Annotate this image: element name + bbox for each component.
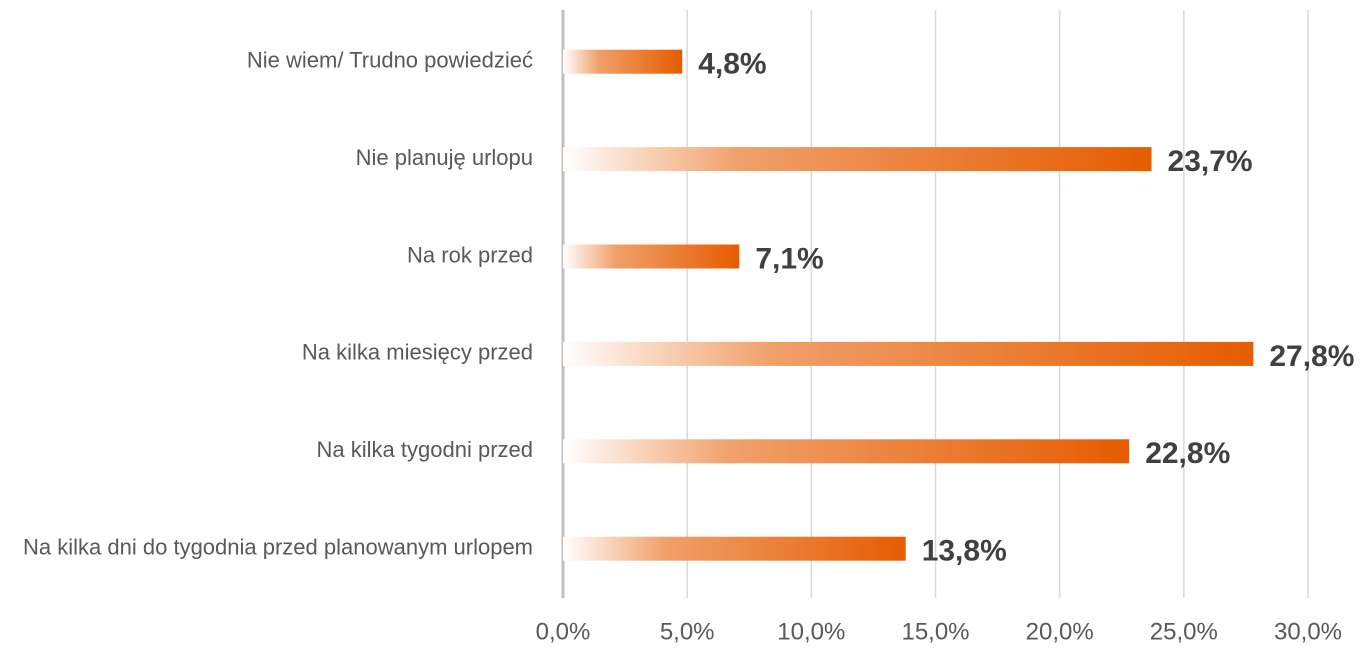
value-label: 23,7%	[1168, 145, 1253, 178]
value-label: 22,8%	[1145, 437, 1230, 470]
category-label: Na kilka dni do tygodnia przed planowany…	[23, 535, 533, 560]
category-label: Nie wiem/ Trudno powiedzieć	[247, 48, 533, 73]
x-tick-label: 20,0%	[1026, 618, 1094, 645]
category-label: Na kilka tygodni przed	[317, 437, 533, 462]
x-tick-label: 15,0%	[901, 618, 969, 645]
value-label: 13,8%	[922, 535, 1007, 568]
value-label: 4,8%	[698, 48, 766, 81]
bar	[563, 49, 683, 74]
category-label: Na rok przed	[407, 242, 533, 267]
x-tick-label: 0,0%	[536, 618, 591, 645]
bar	[563, 244, 740, 269]
bar	[563, 439, 1130, 464]
bar	[563, 147, 1152, 172]
value-label: 7,1%	[755, 242, 823, 275]
x-tick-label: 30,0%	[1274, 618, 1342, 645]
category-label: Na kilka miesięcy przed	[302, 340, 533, 365]
x-tick-label: 5,0%	[660, 618, 715, 645]
bar	[563, 536, 906, 561]
x-tick-label: 25,0%	[1150, 618, 1218, 645]
x-tick-label: 10,0%	[777, 618, 845, 645]
category-label: Nie planuję urlopu	[356, 145, 533, 170]
bar	[563, 341, 1254, 366]
value-label: 27,8%	[1269, 340, 1354, 373]
